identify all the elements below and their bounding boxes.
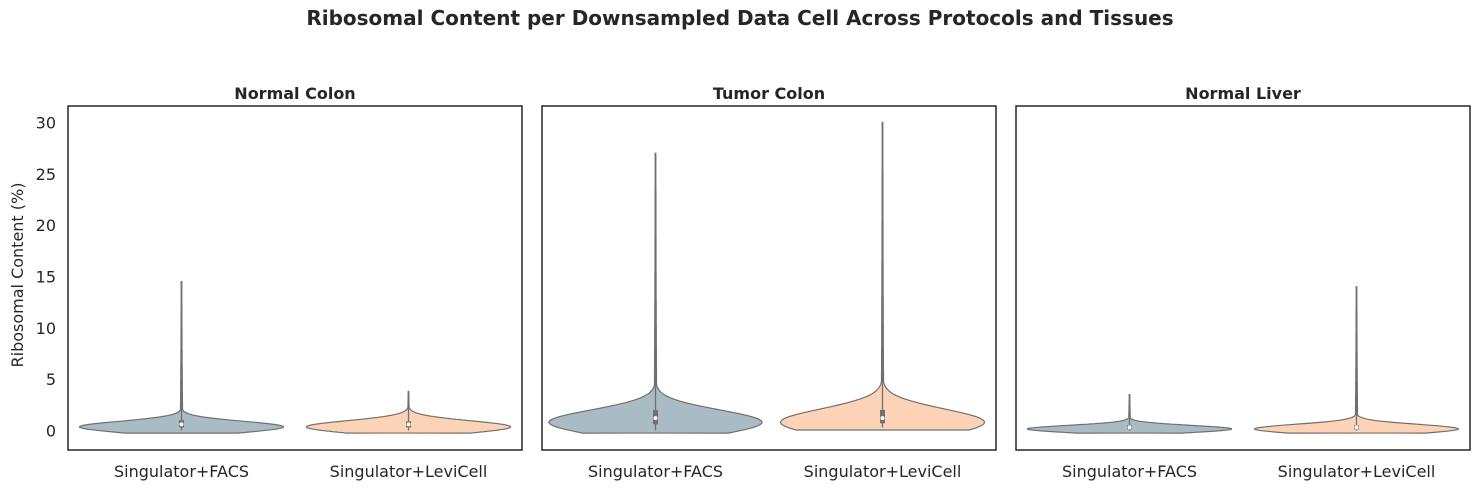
panel-0: Normal Colon 0 5 10 15 20 25 30 Singulator+FACS S… xyxy=(36,84,523,481)
violin-median xyxy=(1354,425,1359,430)
panel-1: Tumor Colon Singulator+FACS Singulator+Lev… xyxy=(541,84,997,481)
y-tick-label: 0 xyxy=(46,421,56,440)
chart-title: Ribosomal Content per Downsampled Data C… xyxy=(306,6,1173,30)
violin-median xyxy=(179,422,184,427)
x-tick-label: Singulator+LeviCell xyxy=(1278,462,1436,481)
panel-frame xyxy=(1015,105,1471,451)
violin-singulator-facs xyxy=(1026,393,1233,434)
y-tick-label: 15 xyxy=(36,267,56,286)
panel-2: Normal Liver Singulator+FACS Singulator+Le… xyxy=(1015,84,1471,481)
panel-title: Normal Liver xyxy=(1185,84,1301,103)
x-tick-label: Singulator+FACS xyxy=(114,462,249,481)
x-tick-label: Singulator+LeviCell xyxy=(804,462,962,481)
x-tick-label: Singulator+FACS xyxy=(588,462,723,481)
violin-singulator-levicell xyxy=(305,390,512,434)
violin-singulator-facs xyxy=(548,152,763,434)
panel-frame xyxy=(541,105,997,451)
x-tick-label: Singulator+LeviCell xyxy=(330,462,488,481)
violin-median xyxy=(1127,425,1132,430)
panel-title: Tumor Colon xyxy=(713,84,825,103)
violin-singulator-levicell xyxy=(1254,286,1459,434)
violin-median xyxy=(406,422,411,427)
y-tick-label: 30 xyxy=(36,113,56,132)
y-tick-label: 10 xyxy=(36,319,56,338)
violin-singulator-facs xyxy=(79,281,284,434)
x-tick-label: Singulator+FACS xyxy=(1062,462,1197,481)
y-tick-label: 5 xyxy=(46,370,56,389)
violin-median xyxy=(653,416,658,421)
violin-median xyxy=(880,416,885,421)
y-tick-label: 25 xyxy=(36,165,56,184)
panel-title: Normal Colon xyxy=(234,84,355,103)
panel-frame xyxy=(67,105,523,451)
panels: Normal Colon 0 5 10 15 20 25 30 Singulator+FACS S… xyxy=(36,84,1471,481)
y-tick-label: 20 xyxy=(36,216,56,235)
y-axis-label: Ribosomal Content (%) xyxy=(8,183,27,368)
violin-singulator-levicell xyxy=(779,121,986,431)
